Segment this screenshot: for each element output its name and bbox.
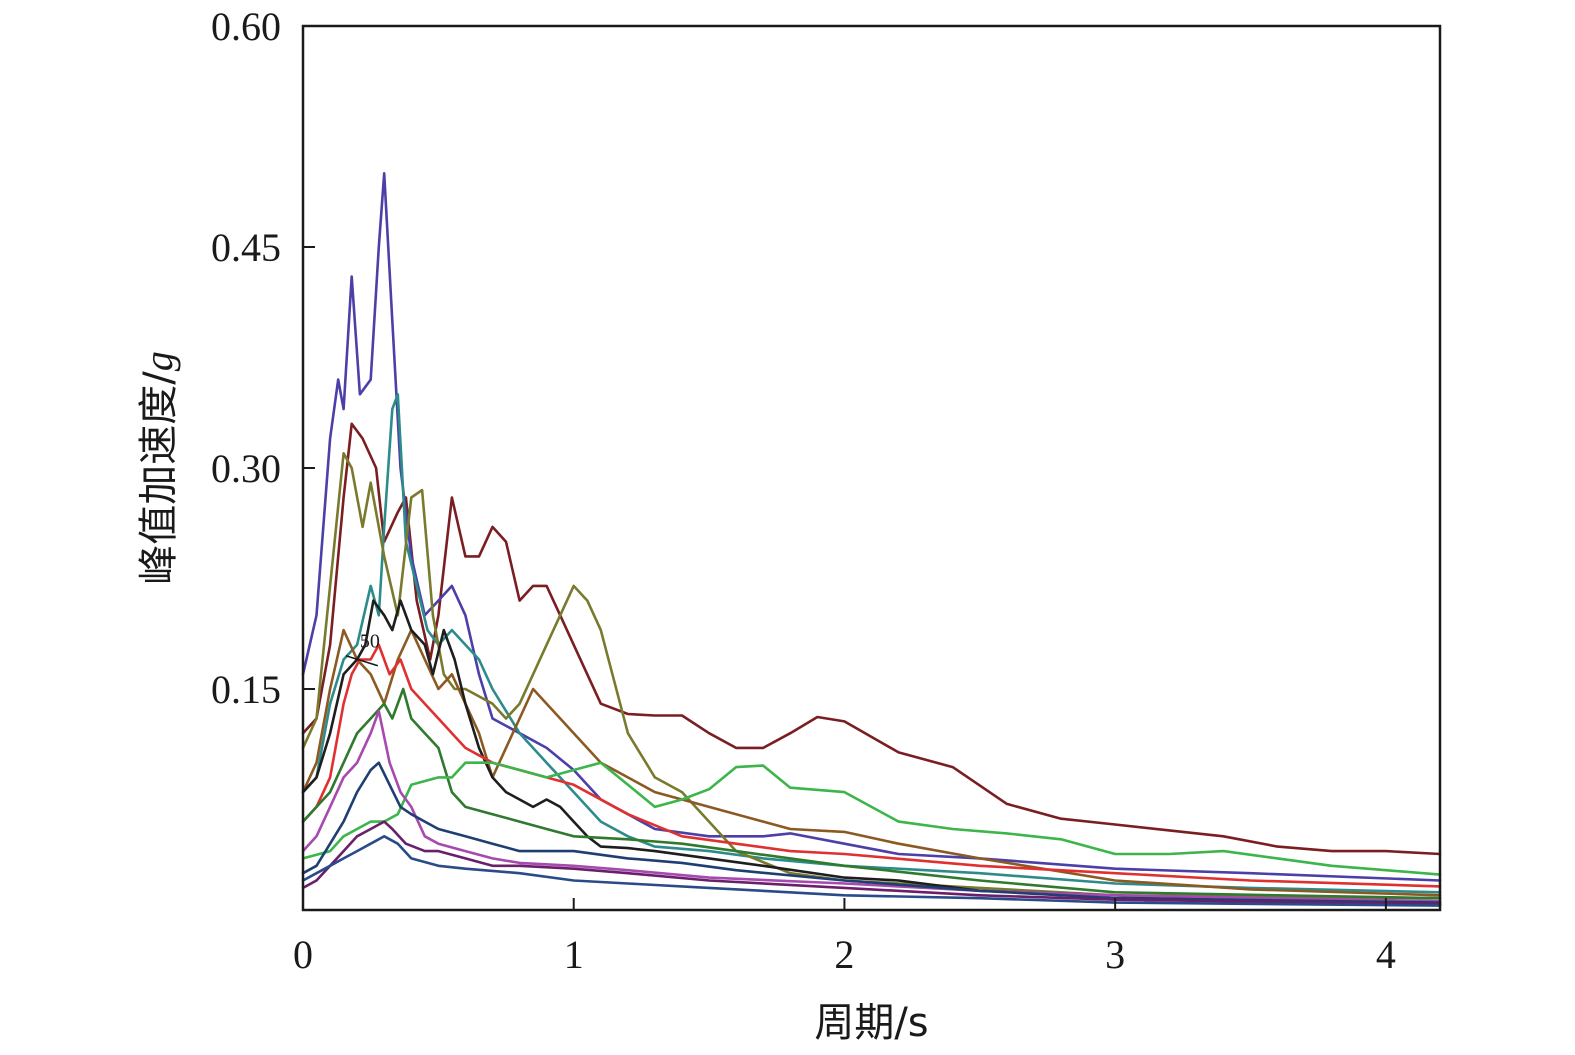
series-line-3 [301, 392, 1442, 894]
y-tick-label: 0.45 [211, 225, 281, 270]
x-tick-label: 0 [293, 932, 313, 977]
x-tick-label: 1 [564, 932, 584, 977]
y-axis-title-unit: g [136, 351, 181, 371]
ticks-group [302, 25, 1387, 910]
annotation-label: 50 [360, 631, 380, 653]
series-group [301, 172, 1442, 907]
x-tick-label: 2 [834, 932, 854, 977]
x-tick-label: 4 [1376, 932, 1396, 977]
series-line-5 [301, 628, 1442, 897]
y-axis-title-text: 峰值加速度/ [136, 371, 182, 585]
series-line-10 [301, 709, 1442, 903]
y-axis-title: 峰值加速度/g [136, 351, 182, 584]
series-line-1 [301, 422, 1442, 856]
annotation-group: 50 [345, 631, 380, 667]
series-line-12 [301, 820, 1442, 906]
series-line-2 [301, 172, 1442, 882]
x-tick-label: 3 [1105, 932, 1125, 977]
y-tick-label: 0.15 [211, 667, 281, 712]
series-line-7 [301, 643, 1442, 888]
series-line-4 [301, 451, 1442, 900]
series-line-8 [301, 687, 1442, 900]
annotation-leader [345, 655, 379, 667]
y-tick-label: 0.60 [211, 4, 281, 49]
series-line-11 [301, 761, 1442, 904]
series-line-13 [301, 834, 1442, 907]
y-tick-label: 0.30 [211, 446, 281, 491]
labels-group: 0 1 2 3 4 0.15 0.30 0.45 0.60 [211, 4, 1396, 977]
plot-frame [301, 24, 1442, 912]
series-line-6 [301, 599, 1442, 906]
x-axis-title: 周期/s [814, 1000, 928, 1046]
series-line-9 [301, 761, 1442, 876]
